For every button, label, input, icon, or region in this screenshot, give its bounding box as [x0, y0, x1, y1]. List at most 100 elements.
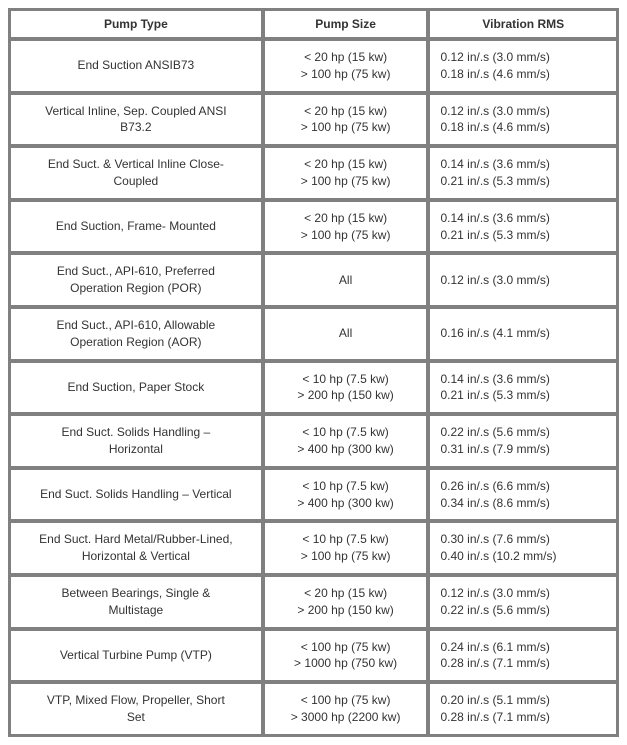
pump-size-line: > 200 hp (150 kw) — [271, 387, 421, 404]
cell-vibration-rms: 0.12 in/.s (3.0 mm/s)0.22 in/.s (5.6 mm/… — [429, 576, 617, 628]
cell-vibration-rms: 0.14 in/.s (3.6 mm/s)0.21 in/.s (5.3 mm/… — [429, 147, 617, 199]
pump-size-line: > 100 hp (75 kw) — [271, 548, 421, 565]
pump-size-line: < 100 hp (75 kw) — [271, 639, 421, 656]
cell-pump-size: < 20 hp (15 kw)> 100 hp (75 kw) — [264, 40, 428, 92]
pump-size-line: < 10 hp (7.5 kw) — [271, 371, 421, 388]
cell-pump-size: < 10 hp (7.5 kw)> 400 hp (300 kw) — [264, 415, 428, 467]
vibration-line: 0.26 in/.s (6.6 mm/s) — [440, 478, 610, 495]
pump-size-line: All — [271, 272, 421, 289]
pump-type-line: Vertical Inline, Sep. Coupled ANSI — [17, 103, 255, 120]
pump-type-line: End Suct., API-610, Allowable — [17, 317, 255, 334]
pump-size-line: > 100 hp (75 kw) — [271, 227, 421, 244]
pump-size-line: > 1000 hp (750 kw) — [271, 655, 421, 672]
table-row: End Suct. & Vertical Inline Close-Couple… — [10, 147, 617, 199]
pump-type-line: VTP, Mixed Flow, Propeller, Short — [17, 692, 255, 709]
vibration-line: 0.18 in/.s (4.6 mm/s) — [440, 119, 610, 136]
table-row: End Suct. Solids Handling –Horizontal< 1… — [10, 415, 617, 467]
cell-pump-size: < 20 hp (15 kw)> 100 hp (75 kw) — [264, 94, 428, 146]
table-row: Vertical Inline, Sep. Coupled ANSIB73.2<… — [10, 94, 617, 146]
pump-type-line: End Suct. Solids Handling – Vertical — [17, 486, 255, 503]
cell-pump-type: Between Bearings, Single &Multistage — [10, 576, 262, 628]
pump-type-line: Operation Region (POR) — [17, 280, 255, 297]
pump-size-line: > 100 hp (75 kw) — [271, 66, 421, 83]
table-row: End Suction ANSIB73 < 20 hp (15 kw)> 100 … — [10, 40, 617, 92]
vibration-line: 0.22 in/.s (5.6 mm/s) — [440, 424, 610, 441]
pump-type-line: End Suction ANSIB73 — [17, 57, 255, 74]
cell-vibration-rms: 0.16 in/.s (4.1 mm/s) — [429, 308, 617, 360]
pump-size-line: > 200 hp (150 kw) — [271, 602, 421, 619]
cell-vibration-rms: 0.22 in/.s (5.6 mm/s)0.31 in/.s (7.9 mm/… — [429, 415, 617, 467]
cell-pump-type: End Suction, Frame- Mounted — [10, 201, 262, 253]
cell-vibration-rms: 0.12 in/.s (3.0 mm/s)0.18 in/.s (4.6 mm/… — [429, 40, 617, 92]
cell-pump-size: < 10 hp (7.5 kw)> 200 hp (150 kw) — [264, 362, 428, 414]
pump-size-line: < 20 hp (15 kw) — [271, 210, 421, 227]
vibration-line: 0.14 in/.s (3.6 mm/s) — [440, 156, 610, 173]
cell-pump-size: < 100 hp (75 kw)> 3000 hp (2200 kw) — [264, 683, 428, 735]
pump-type-line: Horizontal — [17, 441, 255, 458]
cell-pump-type: End Suction, Paper Stock — [10, 362, 262, 414]
vibration-line: 0.34 in/.s (8.6 mm/s) — [440, 495, 610, 512]
vibration-line: 0.30 in/.s (7.6 mm/s) — [440, 531, 610, 548]
cell-pump-type: End Suct., API-610, PreferredOperation R… — [10, 254, 262, 306]
cell-pump-type: End Suction ANSIB73 — [10, 40, 262, 92]
vibration-line: 0.14 in/.s (3.6 mm/s) — [440, 210, 610, 227]
pump-type-line: Multistage — [17, 602, 255, 619]
pump-size-line: < 100 hp (75 kw) — [271, 692, 421, 709]
pump-type-line: Coupled — [17, 173, 255, 190]
pump-type-line: Operation Region (AOR) — [17, 334, 255, 351]
vibration-line: 0.12 in/.s (3.0 mm/s) — [440, 49, 610, 66]
cell-vibration-rms: 0.14 in/.s (3.6 mm/s)0.21 in/.s (5.3 mm/… — [429, 362, 617, 414]
pump-size-line: < 10 hp (7.5 kw) — [271, 531, 421, 548]
pump-size-line: All — [271, 325, 421, 342]
pump-size-line: > 100 hp (75 kw) — [271, 173, 421, 190]
vibration-line: 0.21 in/.s (5.3 mm/s) — [440, 173, 610, 190]
vibration-line: 0.40 in/.s (10.2 mm/s) — [440, 548, 610, 565]
cell-pump-size: All — [264, 254, 428, 306]
pump-type-line: End Suct. Solids Handling – — [17, 424, 255, 441]
cell-pump-size: < 20 hp (15 kw)> 100 hp (75 kw) — [264, 201, 428, 253]
pump-size-line: > 400 hp (300 kw) — [271, 495, 421, 512]
pump-size-line: < 20 hp (15 kw) — [271, 103, 421, 120]
cell-vibration-rms: 0.12 in/.s (3.0 mm/s) — [429, 254, 617, 306]
pump-size-line: > 3000 hp (2200 kw) — [271, 709, 421, 726]
cell-pump-size: < 10 hp (7.5 kw)> 100 hp (75 kw) — [264, 522, 428, 574]
pump-size-line: < 20 hp (15 kw) — [271, 156, 421, 173]
vibration-line: 0.28 in/.s (7.1 mm/s) — [440, 655, 610, 672]
table-body: End Suction ANSIB73< 20 hp (15 kw)> 100 … — [10, 40, 617, 735]
table-row: Between Bearings, Single &Multistage< 20… — [10, 576, 617, 628]
cell-vibration-rms: 0.12 in/.s (3.0 mm/s)0.18 in/.s (4.6 mm/… — [429, 94, 617, 146]
vibration-line: 0.21 in/.s (5.3 mm/s) — [440, 227, 610, 244]
vibration-line: 0.18 in/.s (4.6 mm/s) — [440, 66, 610, 83]
vibration-line: 0.16 in/.s (4.1 mm/s) — [440, 325, 610, 342]
vibration-line: 0.24 in/.s (6.1 mm/s) — [440, 639, 610, 656]
cell-pump-type: End Suct. Solids Handling –Horizontal — [10, 415, 262, 467]
table-header-row: Pump Type Pump Size Vibration RMS — [10, 10, 617, 38]
pump-size-line: < 20 hp (15 kw) — [271, 49, 421, 66]
pump-size-line: < 10 hp (7.5 kw) — [271, 478, 421, 495]
vibration-line: 0.14 in/.s (3.6 mm/s) — [440, 371, 610, 388]
vibration-line: 0.22 in/.s (5.6 mm/s) — [440, 602, 610, 619]
pump-type-line: Between Bearings, Single & — [17, 585, 255, 602]
pump-size-line: > 400 hp (300 kw) — [271, 441, 421, 458]
vibration-line: 0.12 in/.s (3.0 mm/s) — [440, 272, 610, 289]
header-pump-type: Pump Type — [10, 10, 262, 38]
table-row: End Suct. Solids Handling – Vertical < 10… — [10, 469, 617, 521]
vibration-line: 0.31 in/.s (7.9 mm/s) — [440, 441, 610, 458]
vibration-line: 0.12 in/.s (3.0 mm/s) — [440, 103, 610, 120]
pump-type-line: End Suction, Paper Stock — [17, 379, 255, 396]
cell-pump-type: Vertical Inline, Sep. Coupled ANSIB73.2 — [10, 94, 262, 146]
pump-type-line: End Suct. Hard Metal/Rubber-Lined, — [17, 531, 255, 548]
cell-pump-size: All — [264, 308, 428, 360]
cell-pump-size: < 20 hp (15 kw)> 200 hp (150 kw) — [264, 576, 428, 628]
table-row: Vertical Turbine Pump (VTP)< 100 hp (75 … — [10, 630, 617, 682]
pump-size-line: < 20 hp (15 kw) — [271, 585, 421, 602]
table-row: End Suction, Frame- Mounted< 20 hp (15 k… — [10, 201, 617, 253]
vibration-line: 0.21 in/.s (5.3 mm/s) — [440, 387, 610, 404]
pump-type-line: End Suct. & Vertical Inline Close- — [17, 156, 255, 173]
vibration-line: 0.20 in/.s (5.1 mm/s) — [440, 692, 610, 709]
table-row: VTP, Mixed Flow, Propeller, ShortSet< 10… — [10, 683, 617, 735]
cell-pump-type: End Suct. & Vertical Inline Close-Couple… — [10, 147, 262, 199]
cell-vibration-rms: 0.24 in/.s (6.1 mm/s)0.28 in/.s (7.1 mm/… — [429, 630, 617, 682]
cell-pump-size: < 100 hp (75 kw)> 1000 hp (750 kw) — [264, 630, 428, 682]
cell-pump-type: End Suct. Solids Handling – Vertical — [10, 469, 262, 521]
